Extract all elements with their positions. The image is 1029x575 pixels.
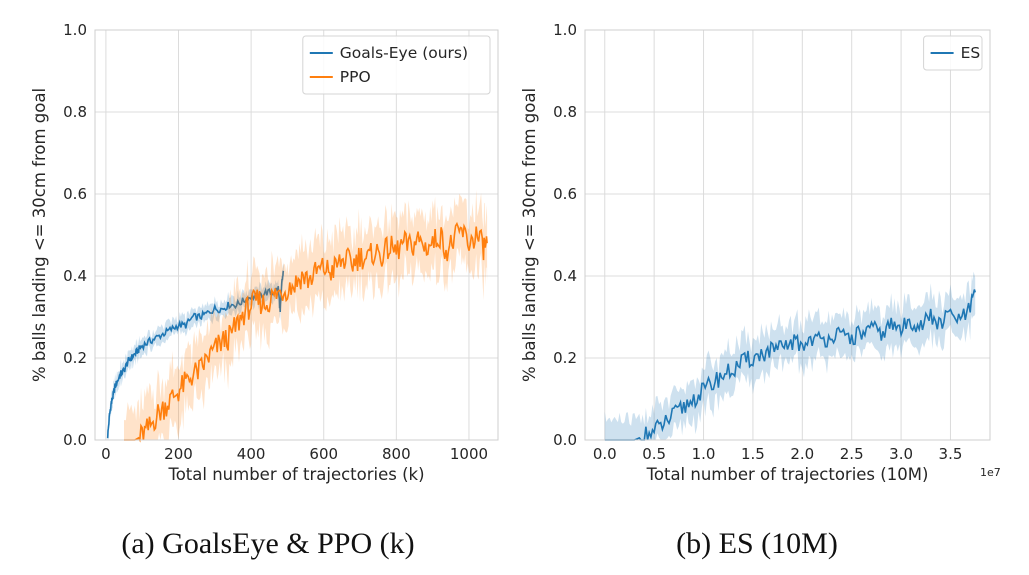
y-tick-label: 1.0 [553,21,577,39]
plot-frame [94,29,499,441]
x-tick-label: 600 [309,445,338,463]
x-tick-label: 3.5 [939,445,963,463]
x-tick-label: 3.0 [889,445,913,463]
series-line-2 [124,221,488,443]
y-tick-label: 0.0 [63,431,87,449]
legend-label-1: ES [961,44,981,62]
legend-label-1: Goals-Eye (ours) [340,44,468,62]
x-tick-label: 0 [101,445,111,463]
y-axis-label: % balls landing <= 30cm from goal [30,88,49,382]
legend: Goals-Eye (ours) PPO [302,35,491,95]
x-tick-label: 1000 [450,445,488,463]
y-tick-label: 1.0 [63,21,87,39]
x-tick-label: 2.5 [840,445,864,463]
chart-panel-2: 0.0 0.5 1.0 1.5 2.0 2.5 3.0 3.5 0.0 0.2 0.4 0.6 0.8 1… [520,21,1001,484]
chart-panel-1: 0 200 400 600 800 1000 0.0 0.2 0.4 0.6 0.8 1.0 Total… [30,21,499,484]
y-tick-label: 0.2 [63,349,87,367]
legend-box [302,35,491,95]
series-line-1 [604,289,976,441]
y-tick-label: 0.8 [553,103,577,121]
caption-1: (a) GoalsEye & PPO (k) [121,527,414,560]
y-tick-label: 0.6 [63,185,87,203]
y-tick-label: 0.4 [553,267,577,285]
x-axis-label: Total number of trajectories (10M) [646,465,929,484]
x-tick-label: 800 [382,445,411,463]
plot-frame [584,29,991,441]
y-axis-label: % balls landing <= 30cm from goal [520,88,539,382]
x-tick-label: 1.0 [692,445,716,463]
legend-label-2: PPO [340,68,371,86]
x-axis-label: Total number of trajectories (k) [167,465,424,484]
caption-2: (b) ES (10M) [676,527,838,560]
y-tick-label: 0.6 [553,185,577,203]
legend: ES [923,35,983,71]
y-tick-label: 0.0 [553,431,577,449]
y-tick-label: 0.2 [553,349,577,367]
series-band-1 [604,271,976,440]
x-tick-label: 0.0 [593,445,617,463]
x-tick-label: 1.5 [741,445,765,463]
x-offset-label: 1e7 [980,466,1001,479]
x-tick-label: 0.5 [642,445,666,463]
series-band-1 [107,261,284,440]
y-tick-label: 0.8 [63,103,87,121]
series-line-1 [106,270,285,439]
x-tick-label: 400 [237,445,266,463]
y-tick-label: 0.4 [63,267,87,285]
x-tick-label: 200 [164,445,193,463]
x-tick-label: 2.0 [790,445,814,463]
